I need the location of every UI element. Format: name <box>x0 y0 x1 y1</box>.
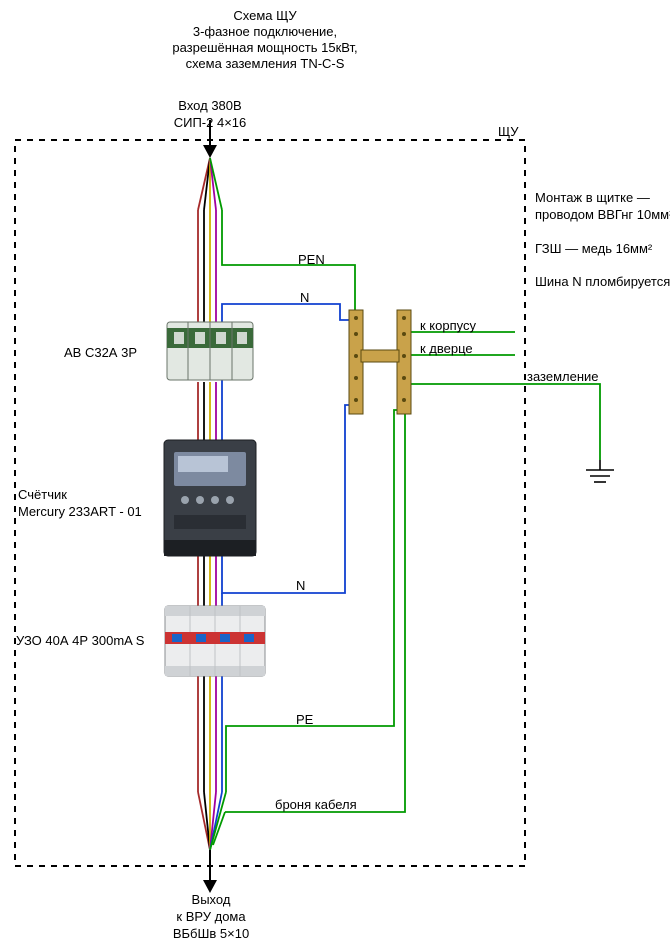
armor-label: броня кабеля <box>275 797 357 814</box>
breaker-label: АВ С32А 3Р <box>64 345 137 362</box>
title-line-4: схема заземления TN-C-S <box>120 56 410 73</box>
notes: Монтаж в щитке — проводом ВВГнг 10мм² ГЗ… <box>535 190 670 291</box>
panel-label: ЩУ <box>498 124 518 141</box>
meter-device <box>164 440 256 556</box>
arrow-in-head <box>203 145 217 158</box>
output-label: Выход к ВРУ дома ВБбШв 5×10 <box>146 892 276 943</box>
ground-label: заземление <box>527 369 599 386</box>
rcd-device <box>165 606 265 676</box>
wire-pen <box>222 210 355 313</box>
breaker-device <box>167 322 253 380</box>
busbar <box>349 310 411 414</box>
title-line-1: Схема ЩУ <box>120 8 410 25</box>
title-line-2: 3-фазное подключение, <box>120 24 410 41</box>
dver-label: к дверце <box>420 341 473 358</box>
input-label: Вход 380В СИП-2 4×16 <box>150 98 270 132</box>
ground-symbol <box>586 460 614 482</box>
rcd-label: УЗО 40А 4Р 300mA S <box>16 633 144 650</box>
n2-label: N <box>296 578 305 595</box>
wire-ground <box>410 384 600 460</box>
korpus-label: к корпусу <box>420 318 476 335</box>
title-line-3: разрешённая мощность 15кВт, <box>120 40 410 57</box>
pen-label: PEN <box>298 252 325 269</box>
n1-label: N <box>300 290 309 307</box>
meter-label: Счётчик Mercury 233ART - 01 <box>18 487 142 521</box>
pe-label: PE <box>296 712 313 729</box>
fan-top <box>198 158 222 210</box>
